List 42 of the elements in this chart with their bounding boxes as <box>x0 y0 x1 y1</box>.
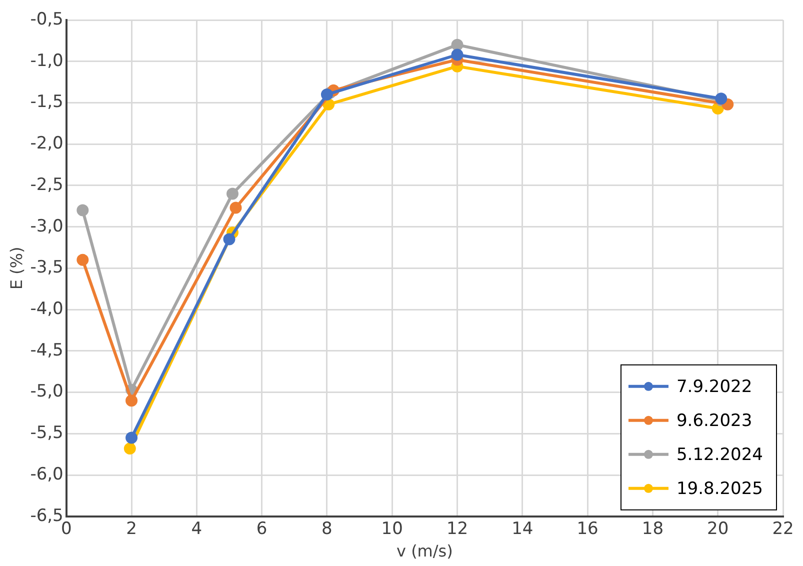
y-tick-label: -6,5 <box>30 506 64 526</box>
legend-label: 9.6.2023 <box>676 410 752 431</box>
point <box>451 48 464 61</box>
x-tick-label: 18 <box>642 519 664 540</box>
x-tick-label: 10 <box>381 519 403 540</box>
point <box>124 442 136 455</box>
y-tick-label: -0,5 <box>30 9 64 30</box>
x-tick-label: 12 <box>446 519 468 540</box>
x-tick-label: 4 <box>191 519 202 540</box>
point <box>126 394 138 407</box>
point <box>76 254 89 266</box>
y-tick-label: -3,0 <box>30 216 64 236</box>
point <box>320 88 333 100</box>
legend-label: 5.12.2024 <box>676 444 764 465</box>
point <box>223 233 236 246</box>
x-tick-label: 16 <box>576 519 598 540</box>
point <box>230 202 242 214</box>
y-tick-label: -1,0 <box>30 50 64 71</box>
x-tick-label: 22 <box>772 519 794 540</box>
y-tick-label: -2,0 <box>30 134 64 154</box>
point <box>451 38 464 51</box>
y-tick-label: -1,5 <box>30 92 64 112</box>
y-tick-label: -3,5 <box>30 258 64 278</box>
y-tick-label: -5,5 <box>30 423 64 444</box>
y-axis-title: E (%) <box>6 246 26 290</box>
legend-label: 7.9.2022 <box>676 376 752 397</box>
point <box>76 204 89 216</box>
x-tick-label: 2 <box>126 519 137 540</box>
x-axis-title: v (m/s) <box>396 542 453 561</box>
y-tick-label: -4,0 <box>30 298 64 319</box>
y-tick-label: -6,0 <box>30 464 64 484</box>
legend-label: 19.8.2025 <box>676 478 764 499</box>
point <box>226 188 238 200</box>
y-tick-label: -4,5 <box>30 340 64 360</box>
y-tick-label: -2,5 <box>30 174 64 195</box>
x-tick-label: 20 <box>707 519 729 540</box>
y-tick-label: -5,0 <box>30 382 64 402</box>
x-tick-label: 0 <box>60 519 72 540</box>
x-tick-label: 8 <box>322 519 332 540</box>
x-tick-label: 6 <box>256 519 268 540</box>
x-tick-label: 14 <box>512 519 534 540</box>
point <box>126 432 138 444</box>
